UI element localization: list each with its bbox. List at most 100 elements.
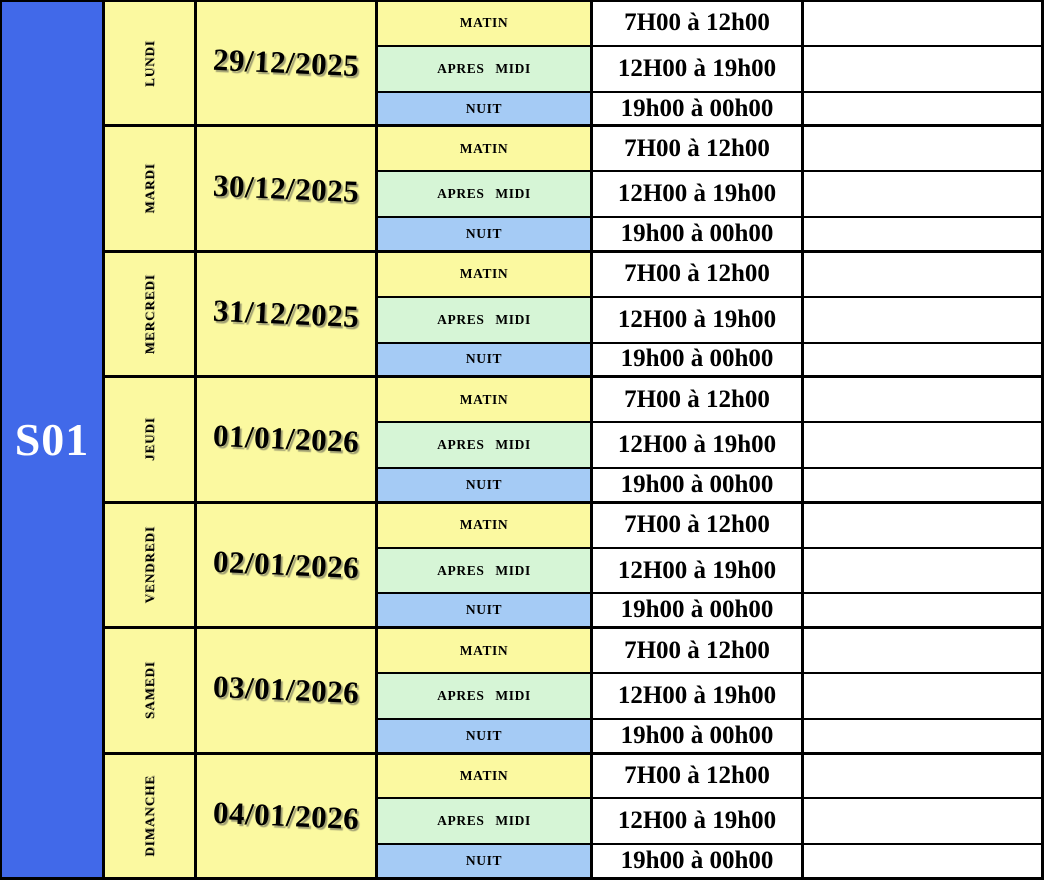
time-cell: 12H00 à 19h00 [593,297,804,342]
time-cell: 7H00 à 12h00 [593,127,804,171]
note-cell[interactable] [804,343,1041,376]
time-cell: 12H00 à 19h00 [593,172,804,217]
note-cell[interactable] [804,548,1041,593]
note-cell[interactable] [804,218,1041,250]
day-name-cell: DIMANCHE [105,754,197,877]
shift-label-cell: NUIT [378,845,593,877]
day-block: MARDI 30/12/2025 MATIN 7H00 à 12h00 APRE… [105,124,1041,250]
day-name-label: JEUDI [141,417,157,462]
shift-time-label: 7H00 à 12h00 [624,761,770,789]
note-cell[interactable] [804,423,1041,468]
date-cell: 30/12/2025 [197,127,378,250]
shift-row: MATIN 7H00 à 12h00 [378,2,1041,45]
shift-row: APRES MIDI 12H00 à 19h00 [378,421,1041,468]
shift-row: APRES MIDI 12H00 à 19h00 [378,170,1041,217]
note-cell[interactable] [804,754,1041,798]
note-cell[interactable] [804,172,1041,217]
note-cell[interactable] [804,297,1041,342]
day-block: JEUDI 01/01/2026 MATIN 7H00 à 12h00 APRE… [105,375,1041,501]
note-cell[interactable] [804,503,1041,547]
shift-time-label: 7H00 à 12h00 [624,9,770,37]
shift-row: NUIT 19h00 à 00h00 [378,467,1041,501]
shift-time-label: 19h00 à 00h00 [620,470,774,498]
shift-time-label: 12H00 à 19h00 [617,431,777,459]
time-cell: 19h00 à 00h00 [593,719,804,752]
shift-row: MATIN 7H00 à 12h00 [378,503,1041,547]
day-name-cell: SAMEDI [105,629,197,752]
time-cell: 19h00 à 00h00 [593,845,804,877]
shift-rows: MATIN 7H00 à 12h00 APRES MIDI 12H00 à 19… [378,2,1041,125]
note-cell[interactable] [804,629,1041,672]
shift-label-cell: APRES MIDI [378,548,593,593]
shift-row: NUIT 19h00 à 00h00 [378,90,1041,125]
day-name-label: MARDI [141,163,157,214]
note-cell[interactable] [804,719,1041,752]
shift-label: NUIT [465,351,503,367]
shift-time-label: 12H00 à 19h00 [617,807,777,835]
day-name-label: DIMANCHE [141,774,157,857]
day-name-cell: LUNDI [105,2,197,125]
day-name-cell: VENDREDI [105,503,197,627]
time-cell: 19h00 à 00h00 [593,469,804,501]
shift-time-label: 12H00 à 19h00 [617,556,777,584]
date-label: 02/01/2026 [212,543,360,586]
shift-label: MATIN [459,642,509,658]
note-cell[interactable] [804,252,1041,296]
shift-row: APRES MIDI 12H00 à 19h00 [378,295,1041,342]
shift-row: MATIN 7H00 à 12h00 [378,252,1041,296]
time-cell: 7H00 à 12h00 [593,629,804,672]
shift-label-cell: APRES MIDI [378,297,593,342]
note-cell[interactable] [804,673,1041,718]
shift-rows: MATIN 7H00 à 12h00 APRES MIDI 12H00 à 19… [378,754,1041,877]
shift-label: NUIT [465,727,503,743]
time-cell: 12H00 à 19h00 [593,46,804,91]
note-cell[interactable] [804,799,1041,844]
time-cell: 19h00 à 00h00 [593,594,804,627]
shift-label: APRES MIDI [437,311,531,327]
note-cell[interactable] [804,46,1041,91]
note-cell[interactable] [804,469,1041,501]
shift-row: APRES MIDI 12H00 à 19h00 [378,546,1041,593]
shift-label: APRES MIDI [437,687,531,703]
shift-label: MATIN [459,15,509,31]
week-label: S01 [14,414,90,465]
note-cell[interactable] [804,378,1041,422]
day-name-cell: JEUDI [105,378,197,501]
day-block: SAMEDI 03/01/2026 MATIN 7H00 à 12h00 APR… [105,626,1041,752]
note-cell[interactable] [804,92,1041,125]
shift-label-cell: MATIN [378,252,593,296]
shift-time-label: 7H00 à 12h00 [624,636,770,664]
time-cell: 12H00 à 19h00 [593,423,804,468]
shift-time-label: 19h00 à 00h00 [620,220,774,247]
note-cell[interactable] [804,127,1041,171]
shift-time-label: 7H00 à 12h00 [624,260,770,288]
shift-time-label: 7H00 à 12h00 [624,385,770,413]
note-cell[interactable] [804,594,1041,627]
shift-label-cell: APRES MIDI [378,673,593,718]
date-cell: 04/01/2026 [197,754,378,877]
shift-time-label: 7H00 à 12h00 [624,134,770,162]
day-name-label: LUNDI [141,39,157,87]
time-cell: 19h00 à 00h00 [593,218,804,250]
shift-row: NUIT 19h00 à 00h00 [378,341,1041,376]
day-name-cell: MARDI [105,127,197,250]
shift-time-label: 12H00 à 19h00 [617,681,777,709]
note-cell[interactable] [804,845,1041,877]
week-cell: S01 [2,2,105,877]
shift-time-label: 7H00 à 12h00 [624,511,770,539]
shift-row: APRES MIDI 12H00 à 19h00 [378,797,1041,844]
time-cell: 7H00 à 12h00 [593,378,804,422]
shift-rows: MATIN 7H00 à 12h00 APRES MIDI 12H00 à 19… [378,378,1041,501]
time-cell: 19h00 à 00h00 [593,343,804,376]
time-cell: 7H00 à 12h00 [593,252,804,296]
date-label: 30/12/2025 [212,167,360,209]
shift-label: NUIT [465,602,503,618]
shift-label-cell: NUIT [378,719,593,752]
date-cell: 29/12/2025 [197,2,378,125]
note-cell[interactable] [804,2,1041,45]
time-cell: 12H00 à 19h00 [593,799,804,844]
shift-label: NUIT [465,100,503,116]
shift-label: MATIN [459,140,509,156]
shift-row: MATIN 7H00 à 12h00 [378,754,1041,798]
shift-label-cell: NUIT [378,594,593,627]
